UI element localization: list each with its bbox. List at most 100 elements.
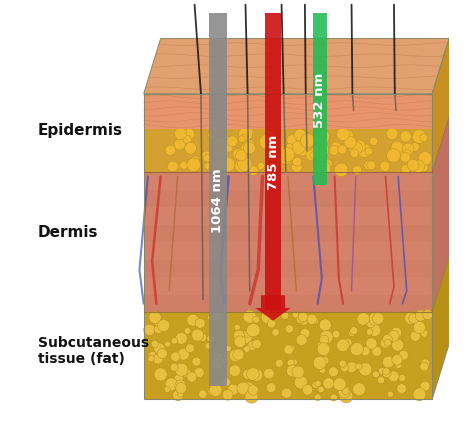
Circle shape [392,340,404,351]
Circle shape [154,343,165,354]
Circle shape [307,314,317,325]
Circle shape [174,374,183,383]
Text: 785 nm: 785 nm [266,135,280,190]
Circle shape [183,136,191,144]
Circle shape [164,386,170,393]
Circle shape [402,144,414,155]
Bar [144,95,432,399]
Circle shape [220,158,235,172]
Circle shape [292,162,302,173]
Circle shape [187,158,201,172]
Circle shape [413,319,421,326]
Circle shape [319,335,329,345]
Circle shape [318,386,324,393]
Circle shape [338,386,350,398]
Bar [144,95,432,130]
Circle shape [301,134,315,149]
Circle shape [235,160,248,173]
Circle shape [272,329,279,336]
Circle shape [317,342,323,348]
Bar [144,243,432,260]
Bar [144,260,432,278]
Circle shape [243,143,255,155]
Circle shape [214,357,220,364]
Circle shape [253,317,260,323]
Circle shape [177,391,183,397]
Circle shape [418,152,432,166]
Circle shape [209,384,222,397]
Circle shape [234,325,240,331]
Bar [313,14,327,185]
Circle shape [401,165,410,174]
Circle shape [246,324,260,337]
Circle shape [338,146,346,155]
Circle shape [153,354,163,364]
Bar [144,190,432,208]
Circle shape [213,161,221,170]
Circle shape [284,390,292,398]
Circle shape [383,369,391,378]
Circle shape [388,371,399,382]
Circle shape [388,331,399,342]
Circle shape [413,388,426,401]
Circle shape [294,130,306,141]
Circle shape [337,339,349,352]
Circle shape [199,334,207,342]
Circle shape [294,376,308,389]
Circle shape [372,347,382,357]
Circle shape [171,338,178,344]
Circle shape [300,329,310,339]
Circle shape [315,130,329,145]
Text: 1064 nm: 1064 nm [211,168,224,233]
Circle shape [420,381,430,391]
Circle shape [409,314,419,324]
Circle shape [248,385,258,395]
Circle shape [214,352,222,360]
Circle shape [165,378,178,391]
Circle shape [397,384,407,394]
Circle shape [295,142,310,156]
Circle shape [407,161,414,168]
Circle shape [149,311,161,324]
Circle shape [357,144,371,158]
Circle shape [349,331,356,337]
Circle shape [252,340,261,349]
Circle shape [332,331,340,338]
Circle shape [328,367,338,377]
Circle shape [222,137,230,145]
Polygon shape [432,257,449,399]
Circle shape [227,136,238,147]
Circle shape [178,348,190,360]
Circle shape [373,371,379,378]
Circle shape [154,325,163,334]
Circle shape [175,333,187,344]
Circle shape [165,146,175,156]
Bar [144,295,432,312]
Bar [265,14,281,311]
Bar [209,14,227,386]
Circle shape [244,140,255,152]
Circle shape [401,153,410,163]
Circle shape [346,362,357,373]
Circle shape [383,357,394,368]
Circle shape [405,312,418,325]
Circle shape [275,360,283,367]
Circle shape [245,332,251,338]
Circle shape [374,323,380,329]
Circle shape [339,390,353,403]
Circle shape [225,345,231,352]
Polygon shape [144,40,449,95]
Circle shape [367,161,375,170]
Circle shape [286,365,299,377]
Circle shape [365,148,373,156]
Circle shape [370,319,378,328]
Circle shape [399,351,409,360]
Circle shape [267,320,276,328]
Circle shape [298,314,310,325]
Circle shape [243,310,256,324]
Circle shape [201,152,212,163]
Circle shape [400,132,411,143]
Circle shape [173,390,183,401]
Circle shape [192,357,201,366]
Circle shape [315,380,321,387]
